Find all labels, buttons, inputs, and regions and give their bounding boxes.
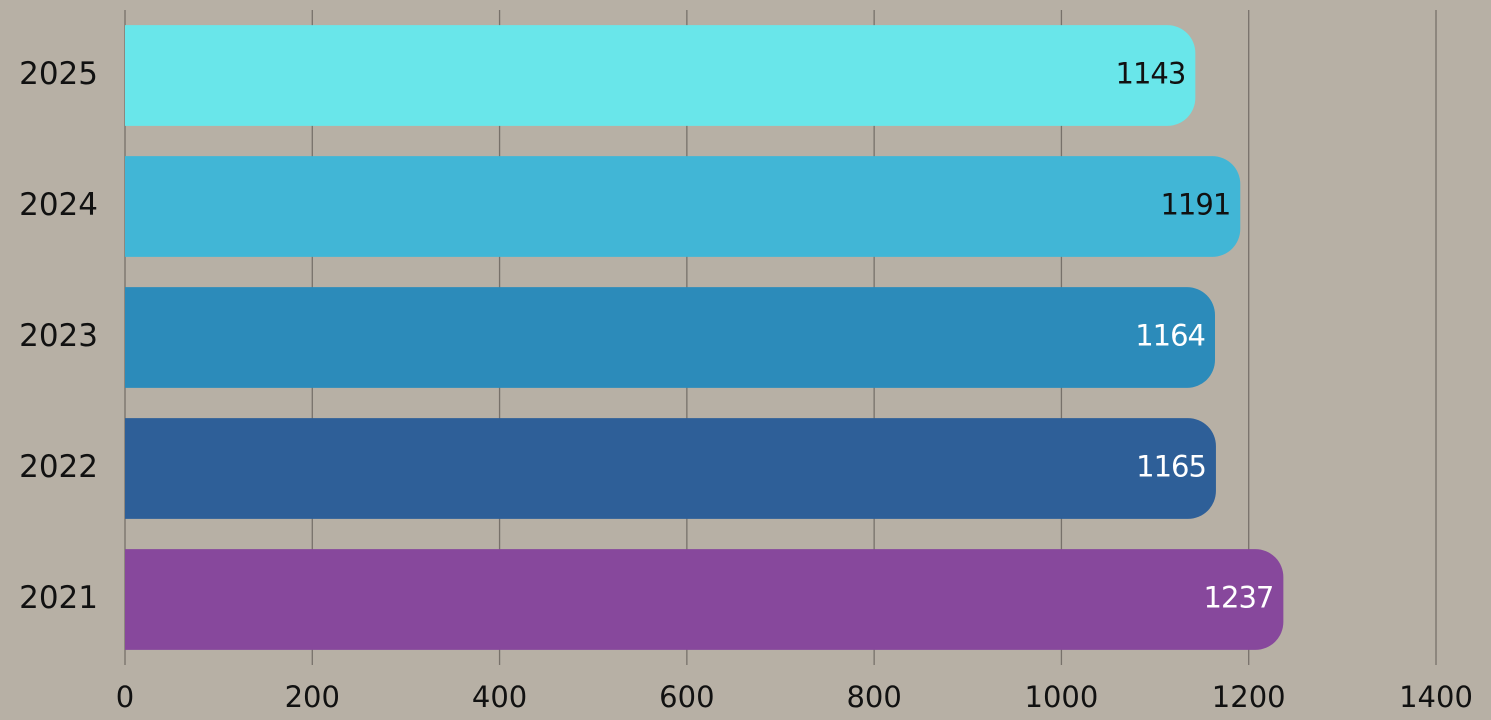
value-label-2022: 1165	[1136, 450, 1206, 484]
category-label-2024: 2024	[19, 187, 98, 223]
bar-2025	[125, 25, 1196, 126]
value-axis: 0 200 400 600 800 1000 1200 1400	[116, 680, 1473, 714]
category-label-2021: 2021	[19, 580, 98, 616]
x-tick-label-200: 200	[285, 680, 340, 714]
x-tick-label-1200: 1200	[1212, 680, 1286, 714]
value-label-2025: 1143	[1116, 57, 1186, 91]
category-label-2022: 2022	[19, 449, 98, 485]
x-tick-label-800: 800	[846, 680, 901, 714]
category-axis: 2025 2024 2023 2022 2021	[19, 56, 98, 616]
category-label-2023: 2023	[19, 318, 98, 354]
bar-2024	[125, 156, 1241, 257]
bar-2023	[125, 287, 1216, 388]
x-tick-label-1400: 1400	[1399, 680, 1473, 714]
value-labels: 1143 1191 1164 1165 1237	[1116, 57, 1275, 615]
x-tick-label-400: 400	[472, 680, 527, 714]
value-label-2024: 1191	[1160, 188, 1230, 222]
bar-2021	[125, 549, 1284, 650]
x-tick-label-1000: 1000	[1025, 680, 1099, 714]
bars	[125, 25, 1284, 650]
value-label-2023: 1164	[1135, 319, 1205, 353]
category-label-2025: 2025	[19, 56, 98, 92]
value-label-2021: 1237	[1204, 581, 1274, 615]
x-tick-label-0: 0	[116, 680, 134, 714]
x-tick-label-600: 600	[659, 680, 714, 714]
bar-2022	[125, 418, 1216, 519]
